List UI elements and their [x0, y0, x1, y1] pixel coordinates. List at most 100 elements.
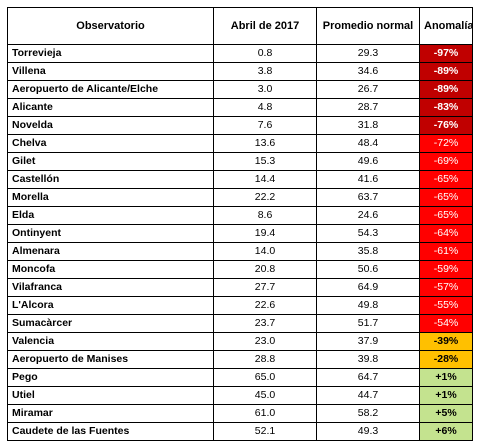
table-row: Chelva 13.6 48.4 -72%	[7, 134, 473, 153]
header-normal-average: Promedio normal	[316, 7, 420, 45]
station-name-cell: Valencia	[7, 332, 214, 351]
page: Observatorio Abril de 2017 Promedio norm…	[7, 7, 473, 441]
normal-average-cell: 64.9	[316, 278, 420, 297]
table-row: Aeropuerto de Manises 28.8 39.8 -28%	[7, 350, 473, 369]
april-2017-cell: 19.4	[213, 224, 317, 243]
normal-average-cell: 28.7	[316, 98, 420, 117]
table-row: Aeropuerto de Alicante/Elche 3.0 26.7 -89%	[7, 80, 473, 99]
normal-average-cell: 39.8	[316, 350, 420, 369]
table-row: Castellón 14.4 41.6 -65%	[7, 170, 473, 189]
april-2017-cell: 4.8	[213, 98, 317, 117]
header-anomaly: Anomalía	[419, 7, 473, 45]
station-name-cell: Ontinyent	[7, 224, 214, 243]
anomaly-cell: +5%	[419, 404, 473, 423]
normal-average-cell: 49.6	[316, 152, 420, 171]
table-row: Miramar 61.0 58.2 +5%	[7, 404, 473, 423]
station-name-cell: Gilet	[7, 152, 214, 171]
anomaly-cell: -65%	[419, 170, 473, 189]
april-2017-cell: 7.6	[213, 116, 317, 135]
april-2017-cell: 23.0	[213, 332, 317, 351]
station-name-cell: Alicante	[7, 98, 214, 117]
station-name-cell: L'Alcora	[7, 296, 214, 315]
anomaly-cell: -69%	[419, 152, 473, 171]
header-row: Observatorio Abril de 2017 Promedio norm…	[7, 7, 473, 45]
anomaly-cell: -59%	[419, 260, 473, 279]
normal-average-cell: 49.8	[316, 296, 420, 315]
table-row: Torrevieja 0.8 29.3 -97%	[7, 44, 473, 63]
normal-average-cell: 54.3	[316, 224, 420, 243]
anomaly-cell: -65%	[419, 188, 473, 207]
precipitation-anomaly-table: Observatorio Abril de 2017 Promedio norm…	[7, 7, 473, 441]
anomaly-cell: -64%	[419, 224, 473, 243]
header-observatorio: Observatorio	[7, 7, 214, 45]
normal-average-cell: 41.6	[316, 170, 420, 189]
april-2017-cell: 13.6	[213, 134, 317, 153]
table-row: Gilet 15.3 49.6 -69%	[7, 152, 473, 171]
normal-average-cell: 58.2	[316, 404, 420, 423]
table-row: Utiel 45.0 44.7 +1%	[7, 386, 473, 405]
anomaly-cell: -65%	[419, 206, 473, 225]
normal-average-cell: 50.6	[316, 260, 420, 279]
anomaly-cell: -61%	[419, 242, 473, 261]
table-row: Elda 8.6 24.6 -65%	[7, 206, 473, 225]
april-2017-cell: 20.8	[213, 260, 317, 279]
station-name-cell: Aeropuerto de Alicante/Elche	[7, 80, 214, 99]
normal-average-cell: 64.7	[316, 368, 420, 387]
table-row: Pego 65.0 64.7 +1%	[7, 368, 473, 387]
normal-average-cell: 51.7	[316, 314, 420, 333]
station-name-cell: Torrevieja	[7, 44, 214, 63]
station-name-cell: Morella	[7, 188, 214, 207]
table-row: Novelda 7.6 31.8 -76%	[7, 116, 473, 135]
april-2017-cell: 3.8	[213, 62, 317, 81]
anomaly-cell: +1%	[419, 368, 473, 387]
table-row: Morella 22.2 63.7 -65%	[7, 188, 473, 207]
station-name-cell: Elda	[7, 206, 214, 225]
table-row: Almenara 14.0 35.8 -61%	[7, 242, 473, 261]
april-2017-cell: 23.7	[213, 314, 317, 333]
station-name-cell: Castellón	[7, 170, 214, 189]
station-name-cell: Caudete de las Fuentes	[7, 422, 214, 441]
table-row: Ontinyent 19.4 54.3 -64%	[7, 224, 473, 243]
april-2017-cell: 65.0	[213, 368, 317, 387]
april-2017-cell: 22.6	[213, 296, 317, 315]
station-name-cell: Utiel	[7, 386, 214, 405]
station-name-cell: Villena	[7, 62, 214, 81]
april-2017-cell: 14.4	[213, 170, 317, 189]
station-name-cell: Aeropuerto de Manises	[7, 350, 214, 369]
normal-average-cell: 44.7	[316, 386, 420, 405]
anomaly-cell: -83%	[419, 98, 473, 117]
april-2017-cell: 15.3	[213, 152, 317, 171]
station-name-cell: Sumacàrcer	[7, 314, 214, 333]
anomaly-cell: -97%	[419, 44, 473, 63]
anomaly-cell: +1%	[419, 386, 473, 405]
table-row: Valencia 23.0 37.9 -39%	[7, 332, 473, 351]
station-name-cell: Miramar	[7, 404, 214, 423]
anomaly-cell: -89%	[419, 80, 473, 99]
april-2017-cell: 52.1	[213, 422, 317, 441]
anomaly-cell: -76%	[419, 116, 473, 135]
station-name-cell: Novelda	[7, 116, 214, 135]
station-name-cell: Vilafranca	[7, 278, 214, 297]
anomaly-cell: -72%	[419, 134, 473, 153]
table-body: Torrevieja 0.8 29.3 -97% Villena 3.8 34.6 -89% A…	[7, 44, 473, 441]
normal-average-cell: 63.7	[316, 188, 420, 207]
april-2017-cell: 45.0	[213, 386, 317, 405]
april-2017-cell: 28.8	[213, 350, 317, 369]
normal-average-cell: 37.9	[316, 332, 420, 351]
table-row: Vilafranca 27.7 64.9 -57%	[7, 278, 473, 297]
april-2017-cell: 14.0	[213, 242, 317, 261]
station-name-cell: Almenara	[7, 242, 214, 261]
station-name-cell: Moncofa	[7, 260, 214, 279]
anomaly-cell: -55%	[419, 296, 473, 315]
table-row: Villena 3.8 34.6 -89%	[7, 62, 473, 81]
normal-average-cell: 35.8	[316, 242, 420, 261]
table-row: Sumacàrcer 23.7 51.7 -54%	[7, 314, 473, 333]
anomaly-cell: +6%	[419, 422, 473, 441]
normal-average-cell: 49.3	[316, 422, 420, 441]
header-april-2017: Abril de 2017	[213, 7, 317, 45]
april-2017-cell: 61.0	[213, 404, 317, 423]
normal-average-cell: 24.6	[316, 206, 420, 225]
april-2017-cell: 22.2	[213, 188, 317, 207]
table-row: Moncofa 20.8 50.6 -59%	[7, 260, 473, 279]
april-2017-cell: 3.0	[213, 80, 317, 99]
